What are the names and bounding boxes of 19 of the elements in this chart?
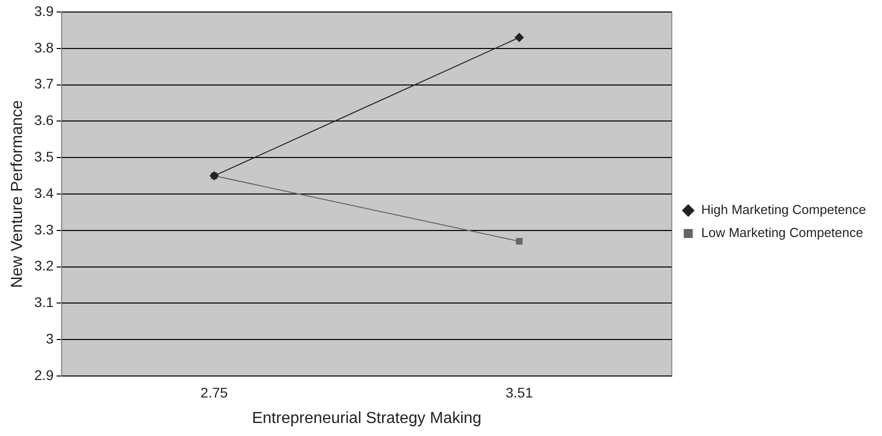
y-tick-label: 3.6: [34, 112, 54, 128]
point: [514, 32, 524, 42]
y-tick-label: 3.5: [34, 148, 54, 164]
x-tick-label: 3.51: [506, 384, 534, 400]
y-tick-label: 3.8: [34, 39, 54, 56]
y-tick-label: 3.2: [34, 258, 54, 274]
legend-label: Low Marketing Competence: [701, 225, 864, 240]
legend-label: High Marketing Competence: [701, 202, 866, 218]
y-tick-label: 3.9: [34, 2, 54, 19]
y-tick-label: 3: [46, 330, 54, 346]
y-tick-label: 3.4: [34, 184, 54, 201]
x-tick-label: 2.75: [200, 384, 228, 400]
y-tick-label: 3.1: [34, 294, 54, 310]
y-axis-title: New Venture Performance: [9, 100, 26, 288]
y-tick-label: 3.7: [34, 76, 54, 92]
y-tick-label: 2.9: [34, 366, 54, 383]
point: [516, 238, 523, 245]
x-axis-title: Entrepreneurial Strategy Making: [252, 410, 482, 427]
y-tick-label: 3.3: [34, 221, 54, 238]
